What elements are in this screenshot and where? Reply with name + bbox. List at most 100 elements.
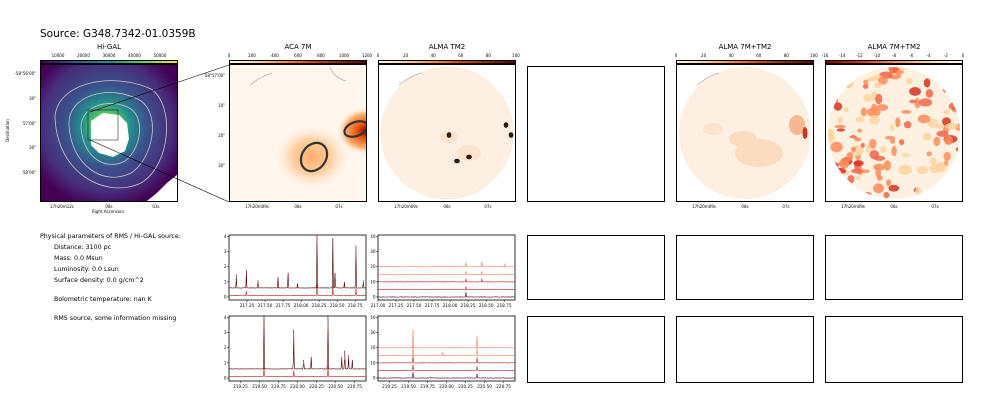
x-tick-label: 218.25 (461, 303, 476, 308)
info-surface-density: Surface density: 0.0 g/cm^2 (54, 277, 144, 284)
info-luminosity: Luminosity: 0.0 Lsun (54, 266, 119, 273)
y-tick-label: 40 (371, 234, 376, 239)
x-tick-label: 08s (105, 204, 113, 209)
colorbar-tick-label: 0 (227, 53, 231, 58)
colorbar-tick-label: 80 (485, 53, 491, 58)
aca7m-y-ticks: -58°57'00" 10" 20" 30" (190, 64, 227, 202)
spectrum-series-line (377, 278, 516, 283)
y-tick-label: 30" (29, 145, 36, 151)
colorbar-tick-label: 80 (783, 53, 789, 58)
colorbar-tick-label: -2 (943, 53, 948, 58)
x-tick-label: 217.50 (407, 303, 422, 308)
x-tick-label: 217.25 (240, 303, 255, 308)
x-tick-label: 217.50 (258, 303, 273, 308)
info-header: Physical parameters of RMS / Hi-GAL sour… (40, 233, 181, 240)
spectrum-series-line (377, 261, 516, 268)
aca7m-image (229, 64, 367, 202)
alma7mtm2-neg-x-ticks: 17h20m09s 08s 07s (825, 204, 963, 210)
aca7m-x-ticks: 17h20m09s 08s 07s (229, 204, 367, 210)
colorbar-tick-label: 200 (248, 53, 256, 58)
spectrum-series-line (377, 346, 516, 356)
spectrum-series-line (377, 329, 516, 349)
alma7mtm2-neg-image (825, 64, 963, 202)
almatm2-spectrum-spw1: 217.00 217.25 217.50 217.75 218.00 218.25 218.… (371, 234, 516, 308)
y-tick-label: 4 (224, 234, 227, 239)
x-tick-label: 08s (294, 204, 302, 209)
colorbar-tick-label: 60 (756, 53, 762, 58)
y-tick-label: 10 (371, 360, 376, 365)
colorbar-tick-label: 30000 (102, 53, 116, 58)
higal-y-ticks: -58°56'00" 30" 57'00" 30" 58'00" (0, 64, 38, 202)
empty-spectrum-panel (676, 316, 814, 383)
x-tick-label: 218.00 (443, 303, 458, 308)
x-tick-label: 219.50 (401, 384, 416, 389)
x-tick-label: 217.75 (276, 303, 291, 308)
y-tick-label: 10 (371, 279, 376, 284)
higal-colorbar (40, 60, 178, 64)
aca7m-spectrum-spw2: 219.25 219.50 219.75 220.00 220.25 220.50 220.… (224, 315, 367, 389)
x-tick-label: 219.75 (420, 384, 435, 389)
alma7mtm2-x-ticks: 17h20m09s 08s 07s (676, 204, 814, 210)
spectrum-series-line (228, 365, 367, 378)
source-title: Source: G348.7342-01.0359B (40, 28, 196, 40)
x-tick-label: 220.00 (439, 384, 454, 389)
higal-x-ticks: 17h20m12s 08s 03s (40, 204, 178, 210)
x-tick-label: 07s (782, 204, 790, 209)
higal-contours (54, 80, 167, 189)
almatm2-image (378, 64, 516, 202)
colorbar-tick-label: 20 (403, 53, 409, 58)
x-tick-label: 220.25 (309, 384, 324, 389)
x-tick-label: 220.25 (458, 384, 473, 389)
colorbar-tick-label: 60 (458, 53, 464, 58)
y-tick-label: 3 (224, 330, 227, 335)
y-tick-label: 4 (224, 315, 227, 320)
empty-panel-row1 (527, 66, 665, 202)
y-tick-label: 57'00" (22, 120, 36, 126)
alma7mtm2-image (676, 64, 814, 202)
colorbar-tick-label: 20 (701, 53, 707, 58)
info-distance: Distance: 3100 pc (54, 244, 112, 251)
empty-spectrum-panel (825, 235, 963, 300)
x-tick-label: 219.25 (382, 384, 397, 389)
empty-spectrum-panel (825, 316, 963, 383)
colorbar-tick-label: -6 (909, 53, 914, 58)
y-tick-label: 20 (371, 345, 376, 350)
y-tick-label: 20 (371, 264, 376, 269)
x-tick-label: 08s (890, 204, 898, 209)
x-tick-label: 17h20m09s (245, 204, 269, 209)
colorbar-tick-label: -14 (838, 53, 846, 58)
aca7m-source-ellipse (343, 120, 366, 138)
aca7m-map (249, 66, 366, 191)
spectrum-series-line (377, 286, 516, 290)
x-tick-label: 17h20m12s (50, 204, 74, 209)
x-tick-label: 217.75 (425, 303, 440, 308)
x-tick-label: 17h20m09s (841, 204, 865, 209)
colorbar-tick-label: -10 (873, 53, 881, 58)
x-tick-label: 218.50 (479, 303, 494, 308)
spectrum-series-line (377, 371, 516, 379)
x-tick-label: 220.75 (347, 384, 362, 389)
y-tick-label: 0 (373, 375, 376, 380)
y-tick-label: -58°56'00" (14, 71, 36, 77)
empty-spectrum-panel (676, 235, 814, 300)
colorbar-tick-label: 100 (512, 53, 520, 58)
colorbar-tick-label: -12 (856, 53, 863, 58)
spectrum-series-line (228, 283, 367, 297)
spectrum-frame (377, 315, 516, 382)
x-tick-label: 218.50 (330, 303, 345, 308)
alma7mtm2-neg-colorbar (825, 60, 963, 64)
alma7mtm2-colorbar-ticks: 0 20 40 60 80 100 (675, 53, 818, 59)
higal-image (40, 64, 178, 202)
alma7mtm2-neg-title: ALMA 7M+TM2 (867, 43, 921, 51)
colorbar-tick-label: 50000 (153, 53, 167, 58)
aca7m-colorbar (229, 60, 367, 64)
spectrum-series-line (377, 364, 516, 371)
colorbar-tick-label: 1000 (338, 53, 350, 58)
y-tick-label: 30" (218, 163, 225, 168)
x-tick-label: 220.75 (496, 384, 511, 389)
alma7mtm2-map (679, 67, 811, 199)
higal-saturated-core (91, 113, 129, 157)
colorbar-tick-label: 40 (728, 53, 734, 58)
colorbar-tick-label: 1200 (361, 53, 373, 58)
x-tick-label: 17h20m09s (394, 204, 418, 209)
